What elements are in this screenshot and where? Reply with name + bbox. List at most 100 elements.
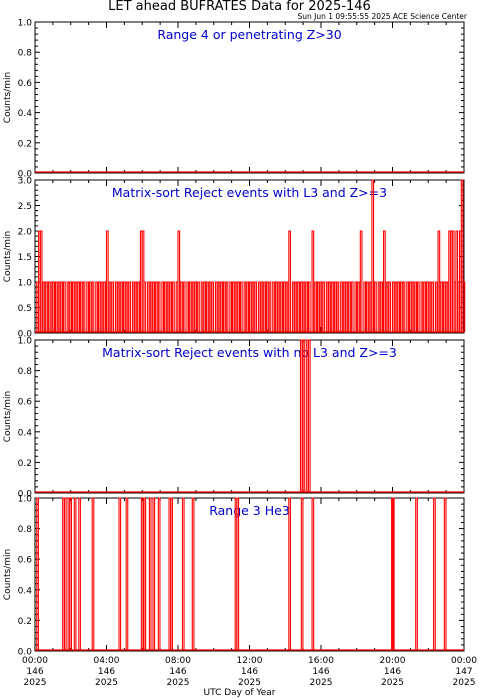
data-spike (169, 281, 173, 332)
timestamp: Sun Jun 1 09:55:55 2025 ACE Science Cent… (297, 12, 467, 21)
data-spike (191, 281, 195, 332)
data-spike (86, 281, 89, 332)
data-spike (63, 281, 66, 332)
data-spike (397, 281, 401, 332)
data-spike (302, 281, 306, 332)
data-spike (105, 230, 109, 332)
data-spike (431, 281, 434, 332)
y-tick-label: 0.0 (18, 330, 33, 340)
x-tick-label: 147 (455, 667, 472, 677)
data-spike (460, 179, 464, 332)
data-spike (63, 497, 67, 650)
data-spike (217, 281, 221, 332)
panel-title: Range 3 He3 (209, 503, 290, 518)
data-spike (311, 497, 315, 650)
data-spike (380, 281, 384, 332)
data-spike (200, 281, 204, 332)
y-tick-label: 0.4 (18, 586, 33, 596)
x-tick-label: 04:00 (94, 656, 120, 666)
data-spike (411, 281, 415, 332)
data-spike (36, 497, 39, 650)
data-spike (194, 281, 198, 332)
data-spike (152, 497, 156, 650)
data-spike (214, 281, 218, 332)
data-spike (297, 281, 300, 332)
y-tick-label: 0.2 (18, 617, 32, 627)
data-spike (211, 281, 215, 332)
data-spike (437, 230, 441, 332)
data-spike (248, 281, 252, 332)
data-spike (366, 281, 369, 332)
data-spike (363, 281, 367, 332)
data-spike (333, 281, 337, 332)
data-spike (240, 281, 243, 332)
data-spike (415, 497, 418, 650)
data-spike (402, 281, 406, 332)
data-spike (300, 497, 304, 650)
data-spike (152, 281, 156, 332)
x-tick-label: 2025 (381, 678, 404, 688)
data-spike (208, 281, 212, 332)
y-axis-label: Counts/min (3, 391, 13, 442)
data-spike (350, 281, 354, 332)
y-axis-label: Counts/min (3, 549, 13, 600)
data-spike (137, 281, 140, 332)
data-spike (166, 281, 170, 332)
data-spike (331, 281, 334, 332)
data-spike (246, 281, 249, 332)
data-spike (91, 497, 95, 650)
data-spike (368, 281, 372, 332)
data-spike (82, 281, 86, 332)
data-spike (52, 281, 56, 332)
data-spike (125, 497, 129, 650)
plot-frame (34, 497, 465, 652)
x-tick-label: 2025 (310, 678, 333, 688)
data-spike (170, 497, 173, 650)
data-spike (157, 281, 161, 332)
data-spike (371, 179, 375, 332)
data-spike (445, 281, 449, 332)
data-spike (294, 281, 298, 332)
panel-title: Range 4 or penetrating Z>30 (157, 27, 341, 42)
data-spike (291, 281, 295, 332)
data-spike (149, 281, 153, 332)
data-spike (131, 281, 135, 332)
y-tick-label: 0.2 (18, 459, 32, 469)
data-spike (254, 281, 258, 332)
data-spike (462, 281, 466, 332)
panel-title: Matrix-sort Reject events with L3 and Z>… (112, 185, 387, 200)
data-spike (60, 281, 64, 332)
data-spike (348, 281, 351, 332)
y-tick-label: 1.0 (18, 495, 33, 505)
data-spike (120, 281, 123, 332)
data-spike (423, 281, 426, 332)
data-spike (66, 281, 70, 332)
y-tick-label: 1.5 (18, 253, 32, 263)
data-spike (203, 281, 207, 332)
data-spike (39, 230, 43, 332)
x-tick-label: 16:00 (308, 656, 334, 666)
y-tick-label: 1.0 (18, 19, 33, 29)
data-spike (265, 281, 269, 332)
y-tick-label: 0.6 (18, 79, 33, 89)
y-axis-label: Counts/min (3, 72, 13, 123)
data-spike (322, 281, 325, 332)
data-spike (157, 497, 161, 650)
data-spike (425, 281, 429, 332)
data-spike (307, 281, 311, 332)
y-tick-label: 1.0 (18, 279, 33, 289)
data-spike (80, 281, 83, 332)
data-spike (206, 281, 209, 332)
data-spike (391, 281, 395, 332)
data-spike (134, 281, 138, 332)
data-spike (280, 281, 283, 332)
data-spike (164, 281, 167, 332)
data-spike (319, 281, 323, 332)
data-spike (336, 281, 340, 332)
data-spike (383, 230, 386, 332)
data-spike (359, 230, 363, 332)
data-spike (357, 281, 360, 332)
data-spike (272, 281, 275, 332)
y-tick-label: 2.5 (18, 202, 32, 212)
data-spike (316, 281, 320, 332)
